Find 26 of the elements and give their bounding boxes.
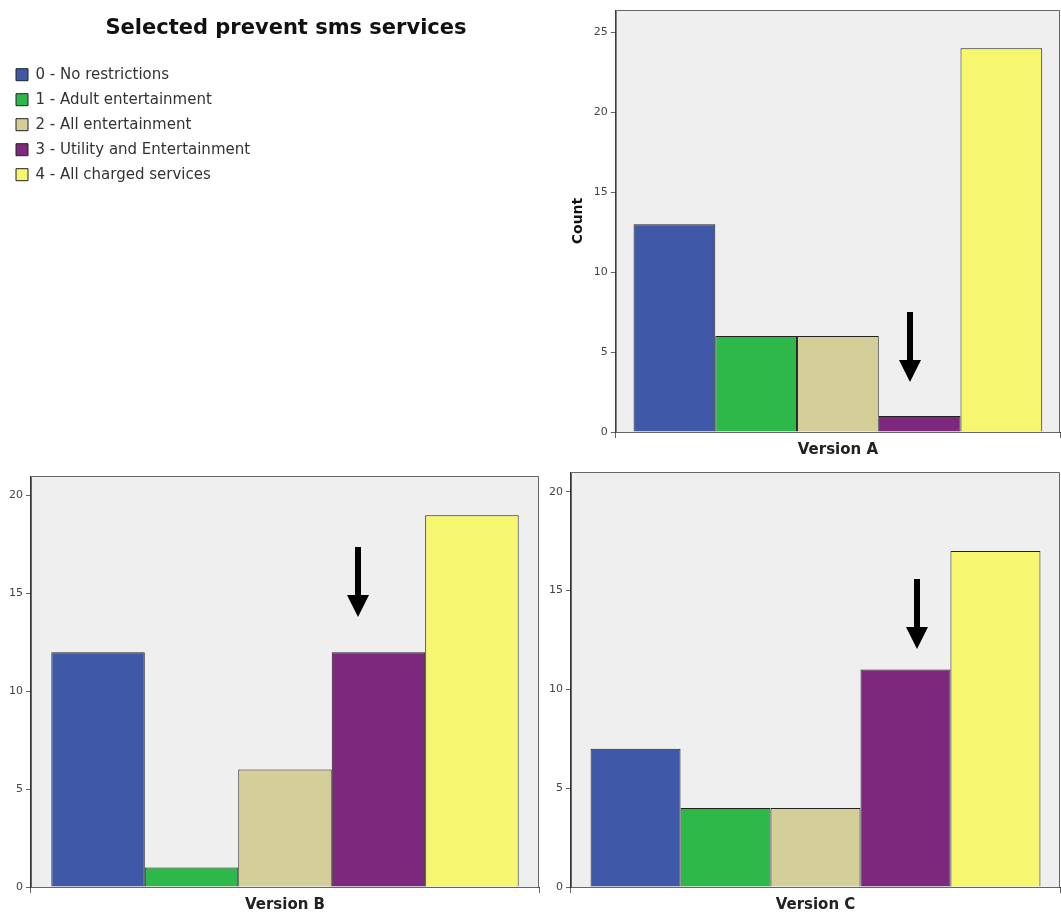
y-tick-label: 15 — [593, 185, 608, 199]
y-tick-label: 20 — [549, 484, 563, 498]
y-axis-title: Count — [569, 197, 586, 245]
y-tick-label: 15 — [549, 583, 563, 597]
y-tick-label: 5 — [16, 782, 23, 795]
legend-label: 3 - Utility and Entertainment — [35, 139, 251, 158]
legend-label: 4 - All charged services — [35, 164, 211, 183]
y-tick-label: 25 — [593, 25, 608, 39]
legend-label: 1 - Adult entertainment — [35, 89, 212, 108]
legend-title: Selected prevent sms services — [105, 14, 467, 39]
y-tick-label: 0 — [16, 879, 23, 893]
y-tick-label: 15 — [9, 586, 23, 600]
x-tick-label: Version C — [775, 894, 856, 913]
x-tick-label: Version B — [244, 894, 326, 913]
y-tick-label: 10 — [9, 684, 23, 698]
legend-label: 0 - No restrictions — [35, 64, 170, 83]
y-tick-label: 20 — [593, 105, 608, 119]
y-tick-label: 20 — [9, 488, 23, 502]
y-tick-label: 10 — [549, 682, 563, 696]
y-tick-label: 0 — [556, 879, 563, 893]
x-tick-label: Version A — [797, 439, 879, 458]
y-tick-label: 10 — [593, 265, 608, 279]
y-tick-label: 5 — [600, 344, 608, 358]
y-tick-label: 5 — [556, 781, 563, 795]
y-tick-label: 0 — [600, 424, 608, 438]
legend-label: 2 - All entertainment — [35, 114, 192, 133]
